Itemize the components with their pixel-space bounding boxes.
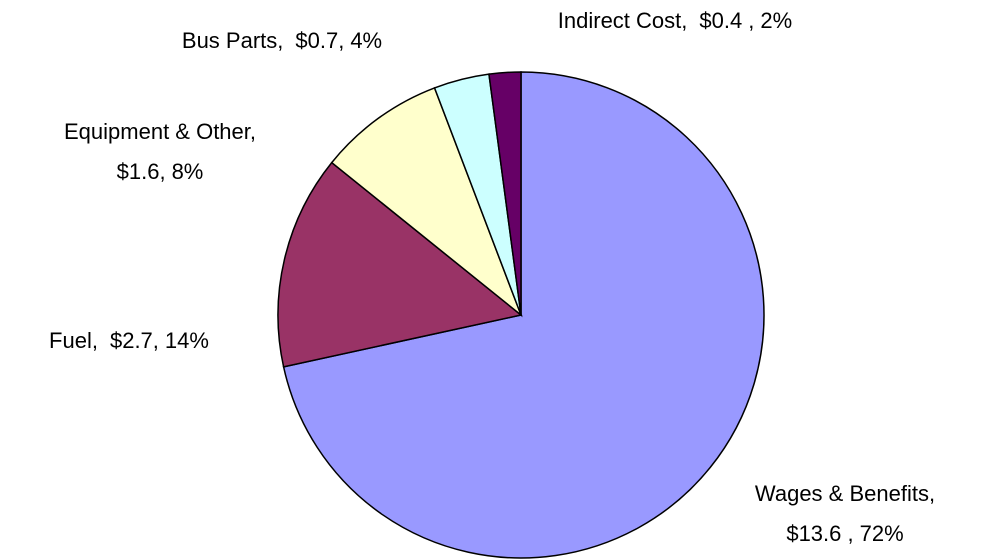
- data-label: Equipment & Other, $1.6, 8%: [64, 119, 256, 184]
- label-category: Indirect Cost,: [558, 8, 688, 33]
- label-percent: 2%: [760, 8, 792, 33]
- label-percent: 8%: [172, 159, 204, 184]
- label-category: Wages & Benefits,: [755, 481, 935, 506]
- label-category: Bus Parts,: [182, 28, 283, 53]
- label-value: $13.6 ,: [786, 521, 853, 546]
- pie-slice: [488, 71, 522, 316]
- label-percent: 14%: [165, 328, 209, 353]
- label-value: $1.6,: [117, 159, 166, 184]
- label-percent: 72%: [860, 521, 904, 546]
- data-label: Bus Parts, $0.7, 4%: [182, 28, 382, 53]
- label-value: $0.7,: [295, 28, 344, 53]
- label-value: $2.7,: [110, 328, 159, 353]
- label-value: $0.4 ,: [699, 8, 754, 33]
- label-percent: 4%: [350, 28, 382, 53]
- pie-slice: [330, 86, 523, 318]
- label-category: Fuel,: [49, 328, 98, 353]
- data-label: Indirect Cost, $0.4 , 2%: [558, 8, 792, 33]
- pie-slice: [277, 161, 523, 368]
- label-category: Equipment & Other,: [64, 119, 256, 144]
- data-label: Wages & Benefits, $13.6 , 72%: [755, 481, 935, 546]
- pie-slice: [282, 71, 765, 559]
- data-label: Fuel, $2.7, 14%: [49, 328, 209, 353]
